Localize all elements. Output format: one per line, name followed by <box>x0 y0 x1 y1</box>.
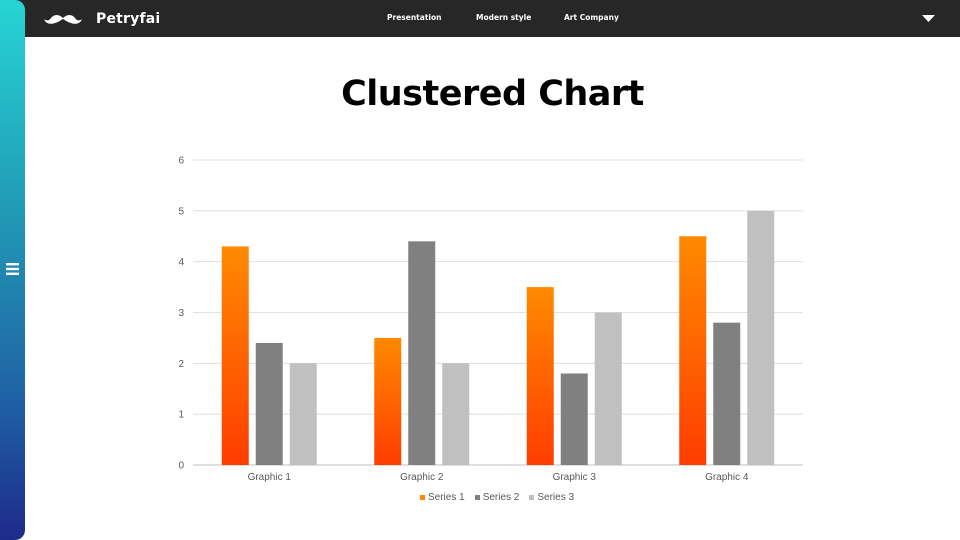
bar-series-1 <box>526 287 554 465</box>
bar-series-3 <box>289 363 317 465</box>
bar-series-1 <box>374 337 402 465</box>
legend-item: Series 3 <box>529 492 574 503</box>
bar-series-3 <box>442 363 470 465</box>
legend-label: Series 3 <box>537 492 575 503</box>
hamburger-icon[interactable] <box>6 262 19 276</box>
x-tick-label: Graphic 4 <box>705 472 749 483</box>
slide-title: Clustered Chart <box>341 74 644 114</box>
sidebar <box>0 0 25 540</box>
y-tick-label: 1 <box>178 410 184 421</box>
brand-name: Petryfai <box>96 10 161 27</box>
bar-series-1 <box>221 246 249 465</box>
legend-swatch <box>529 495 535 500</box>
x-tick-label: Graphic 3 <box>553 472 597 483</box>
legend-item: Series 2 <box>474 492 520 503</box>
y-tick-label: 5 <box>178 206 184 217</box>
legend-swatch <box>474 495 480 500</box>
legend-label: Series 2 <box>482 492 520 503</box>
bar-series-2 <box>408 241 436 465</box>
legend-label: Series 1 <box>428 492 465 503</box>
nav-presentation[interactable]: Presentation <box>387 13 442 22</box>
nav-modern-style[interactable]: Modern style <box>476 13 532 22</box>
bar-series-3 <box>594 312 622 465</box>
legend-swatch <box>420 495 425 500</box>
brand[interactable]: Petryfai <box>44 0 160 37</box>
legend-item: Series 1 <box>420 492 465 503</box>
mustache-icon <box>44 14 82 24</box>
bar-series-3 <box>747 210 775 465</box>
y-tick-label: 2 <box>178 359 184 370</box>
x-tick-label: Graphic 1 <box>248 472 292 483</box>
y-tick-label: 3 <box>178 308 184 319</box>
top-bar: Petryfai Presentation Modern style Art C… <box>0 0 960 37</box>
y-tick-label: 6 <box>178 156 184 167</box>
bar-series-2 <box>560 373 588 465</box>
bar-series-2 <box>255 343 283 465</box>
chart-legend: Series 1 Series 2 Series 3 <box>420 492 574 503</box>
caret-down-icon[interactable] <box>922 15 935 23</box>
x-tick-label: Graphic 2 <box>400 472 444 483</box>
nav-art-company[interactable]: Art Company <box>564 13 619 22</box>
y-tick-label: 4 <box>178 257 184 268</box>
bar-series-1 <box>679 236 707 465</box>
y-tick-label: 0 <box>178 461 184 472</box>
bar-series-2 <box>713 322 741 465</box>
